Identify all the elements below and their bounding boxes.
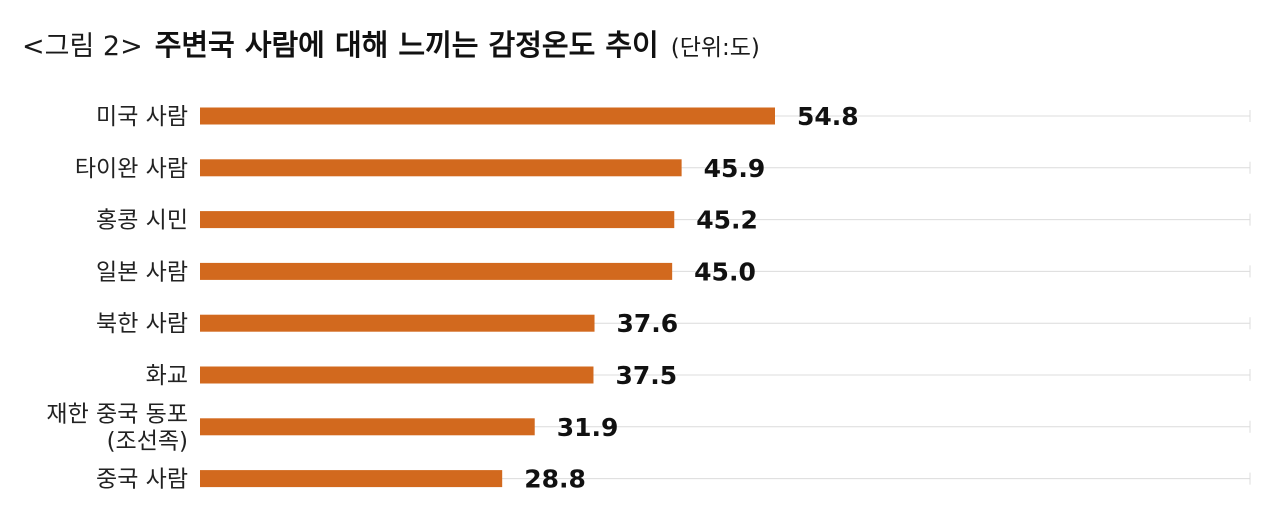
figure-number: <그림 2> bbox=[22, 31, 143, 62]
title-main: 주변국 사람에 대해 느끼는 감정온도 추이 bbox=[154, 28, 659, 62]
bar bbox=[200, 366, 594, 384]
category-label: 화교 bbox=[146, 363, 188, 389]
value-label: 31.9 bbox=[557, 413, 619, 442]
category-label-line: 일본 사람 bbox=[96, 259, 188, 285]
category-label-line: 타이완 사람 bbox=[75, 156, 188, 182]
value-label: 37.5 bbox=[615, 361, 677, 390]
category-label-line: 재한 중국 동포 bbox=[46, 401, 188, 427]
category-label-line: 미국 사람 bbox=[96, 104, 188, 130]
value-label: 28.8 bbox=[524, 465, 586, 494]
category-label-line: 화교 bbox=[146, 363, 188, 389]
category-label: 재한 중국 동포 (조선족) bbox=[46, 401, 188, 454]
bar bbox=[200, 107, 775, 125]
value-label: 45.9 bbox=[704, 154, 766, 183]
bar bbox=[200, 211, 675, 229]
value-label: 54.8 bbox=[797, 102, 859, 131]
category-label-line: 중국 사람 bbox=[96, 467, 188, 493]
unit-label: (단위:도) bbox=[670, 35, 760, 61]
chart-title: <그림 2> 주변국 사람에 대해 느끼는 감정온도 추이 (단위:도) bbox=[22, 22, 760, 70]
bars bbox=[200, 107, 775, 488]
value-label: 37.6 bbox=[617, 309, 679, 338]
bar bbox=[200, 418, 535, 436]
category-label-line: (조선족) bbox=[107, 428, 188, 454]
category-label: 홍콩 시민 bbox=[96, 208, 188, 234]
bar bbox=[200, 470, 503, 488]
category-label: 중국 사람 bbox=[96, 467, 188, 493]
category-label: 일본 사람 bbox=[96, 259, 188, 285]
category-label-line: 북한 사람 bbox=[96, 311, 188, 337]
category-label: 북한 사람 bbox=[96, 311, 188, 337]
value-label: 45.2 bbox=[696, 206, 758, 235]
bar bbox=[200, 314, 595, 332]
value-label: 45.0 bbox=[694, 257, 756, 286]
category-label: 타이완 사람 bbox=[75, 156, 188, 182]
category-label: 미국 사람 bbox=[96, 104, 188, 130]
category-label-line: 홍콩 시민 bbox=[96, 208, 188, 234]
labels: 54.8 미국 사람 45.9 타이완 사람 45.2 홍콩 시민 45.0 일본 사람 37.… bbox=[46, 102, 858, 494]
bar bbox=[200, 159, 682, 177]
bar bbox=[200, 262, 673, 280]
